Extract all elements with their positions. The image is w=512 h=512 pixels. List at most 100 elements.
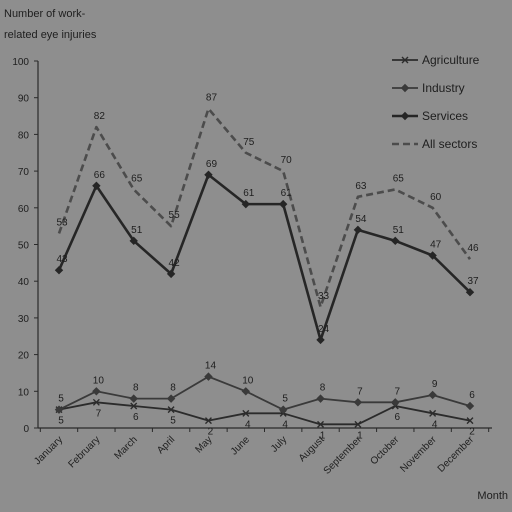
x-axis-title: Month	[477, 490, 508, 502]
data-point-marker	[241, 199, 251, 209]
data-label: 4	[245, 419, 251, 430]
series-lines	[54, 107, 475, 428]
data-label: 37	[467, 276, 479, 287]
data-label: 82	[94, 111, 106, 122]
data-label: 6	[394, 412, 400, 423]
data-point-marker	[428, 251, 437, 260]
x-tick-label: April	[155, 434, 177, 456]
data-label: 65	[393, 173, 405, 184]
data-point-marker	[167, 406, 175, 414]
y-tick-label: 80	[18, 130, 30, 141]
data-label: 5	[58, 416, 64, 427]
data-label: 10	[242, 375, 254, 386]
y-tick-label: 70	[18, 167, 30, 178]
series-line-industry	[58, 375, 471, 411]
data-point-marker	[391, 398, 400, 407]
data-label: 51	[393, 225, 405, 236]
series-line-agriculture	[58, 401, 471, 426]
data-point-marker	[92, 387, 101, 396]
data-label: 75	[243, 137, 255, 148]
data-label: 8	[320, 383, 326, 394]
x-tick-label: January	[32, 434, 65, 467]
data-point-marker	[317, 420, 325, 428]
data-label: 69	[206, 159, 218, 170]
y-tick-label: 100	[12, 57, 29, 68]
data-label: 5	[282, 394, 288, 405]
data-point-marker	[353, 225, 363, 235]
data-label: 5	[170, 416, 176, 427]
data-point-marker	[54, 265, 64, 275]
legend-marker	[400, 83, 410, 93]
data-label: 70	[281, 155, 293, 166]
legend: Agriculture Industry Services All sectors	[392, 53, 480, 151]
data-label: 24	[318, 324, 330, 335]
data-label: 66	[94, 170, 106, 181]
data-point-marker	[278, 199, 288, 209]
legend-marker	[401, 56, 409, 64]
data-label: 14	[205, 361, 217, 372]
data-label: 61	[281, 188, 293, 199]
data-label: 42	[169, 258, 181, 269]
data-label: 43	[56, 254, 68, 265]
x-tick-label: June	[229, 434, 252, 457]
data-point-marker	[129, 236, 138, 246]
data-label: 2	[469, 427, 475, 438]
y-tick-label: 0	[23, 424, 29, 435]
data-point-marker	[166, 269, 176, 279]
data-point-marker	[92, 398, 100, 406]
data-label: 6	[133, 412, 139, 423]
y-tick-label: 20	[18, 351, 30, 362]
x-tick-label: March	[112, 434, 139, 461]
data-label: 10	[93, 375, 105, 386]
data-label: 1	[320, 430, 326, 441]
data-label: 8	[133, 383, 139, 394]
data-point-marker	[54, 405, 64, 414]
data-point-marker	[466, 417, 474, 425]
legend-label: Industry	[422, 81, 465, 95]
data-point-marker	[204, 170, 213, 179]
data-point-marker	[129, 394, 138, 403]
data-label: 2	[208, 427, 214, 438]
data-point-marker	[354, 420, 362, 428]
y-tick-label: 40	[18, 277, 30, 288]
data-label: 51	[131, 225, 143, 236]
x-tick-label: July	[269, 434, 289, 454]
data-label: 8	[170, 383, 176, 394]
data-label: 54	[355, 214, 367, 225]
data-label: 7	[394, 386, 400, 397]
data-label: 7	[96, 408, 102, 419]
y-tick-label: 90	[18, 94, 30, 105]
data-point-marker	[316, 394, 325, 403]
x-tick-label: December	[436, 434, 477, 475]
data-label: 60	[430, 192, 442, 203]
y-axis-title: related eye injuries	[4, 29, 97, 41]
x-tick-label: February	[66, 434, 102, 470]
x-tick-label: October	[368, 434, 401, 467]
y-tick-label: 30	[18, 314, 30, 325]
data-point-marker	[92, 181, 101, 190]
data-point-marker	[465, 401, 475, 411]
series-line-services	[57, 173, 471, 342]
legend-label: Services	[422, 109, 468, 123]
data-label: 63	[355, 181, 367, 192]
data-label: 7	[357, 386, 363, 397]
data-point-marker	[316, 335, 325, 345]
data-label: 65	[131, 173, 143, 184]
data-point-marker	[242, 409, 250, 417]
x-tick-label: November	[398, 434, 439, 475]
data-point-marker	[391, 236, 400, 246]
series-line-all-sectors	[57, 107, 472, 309]
data-point-marker	[429, 409, 437, 417]
data-point-marker	[166, 394, 176, 403]
data-label: 4	[282, 419, 288, 430]
data-label: 55	[169, 210, 181, 221]
y-tick-label: 60	[18, 204, 30, 215]
legend-label: Agriculture	[422, 53, 480, 67]
data-label: 5	[58, 394, 64, 405]
data-label: 6	[469, 390, 475, 401]
y-axis-title: Number of work-	[4, 8, 86, 20]
data-point-marker	[428, 390, 437, 400]
data-point-marker	[278, 405, 288, 414]
